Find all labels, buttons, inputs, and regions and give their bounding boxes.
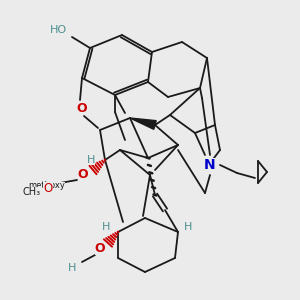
Text: H: H bbox=[87, 155, 95, 165]
Polygon shape bbox=[130, 118, 156, 129]
Text: H: H bbox=[102, 222, 110, 232]
Text: H: H bbox=[68, 263, 76, 273]
Text: O: O bbox=[78, 169, 88, 182]
Text: H: H bbox=[184, 222, 192, 232]
Text: N: N bbox=[204, 158, 216, 172]
Text: CH₃: CH₃ bbox=[23, 187, 41, 197]
Text: HO: HO bbox=[50, 25, 67, 35]
Text: O: O bbox=[77, 101, 87, 115]
Text: methoxy: methoxy bbox=[28, 182, 65, 190]
Text: O: O bbox=[44, 182, 52, 194]
Text: O: O bbox=[95, 242, 105, 254]
